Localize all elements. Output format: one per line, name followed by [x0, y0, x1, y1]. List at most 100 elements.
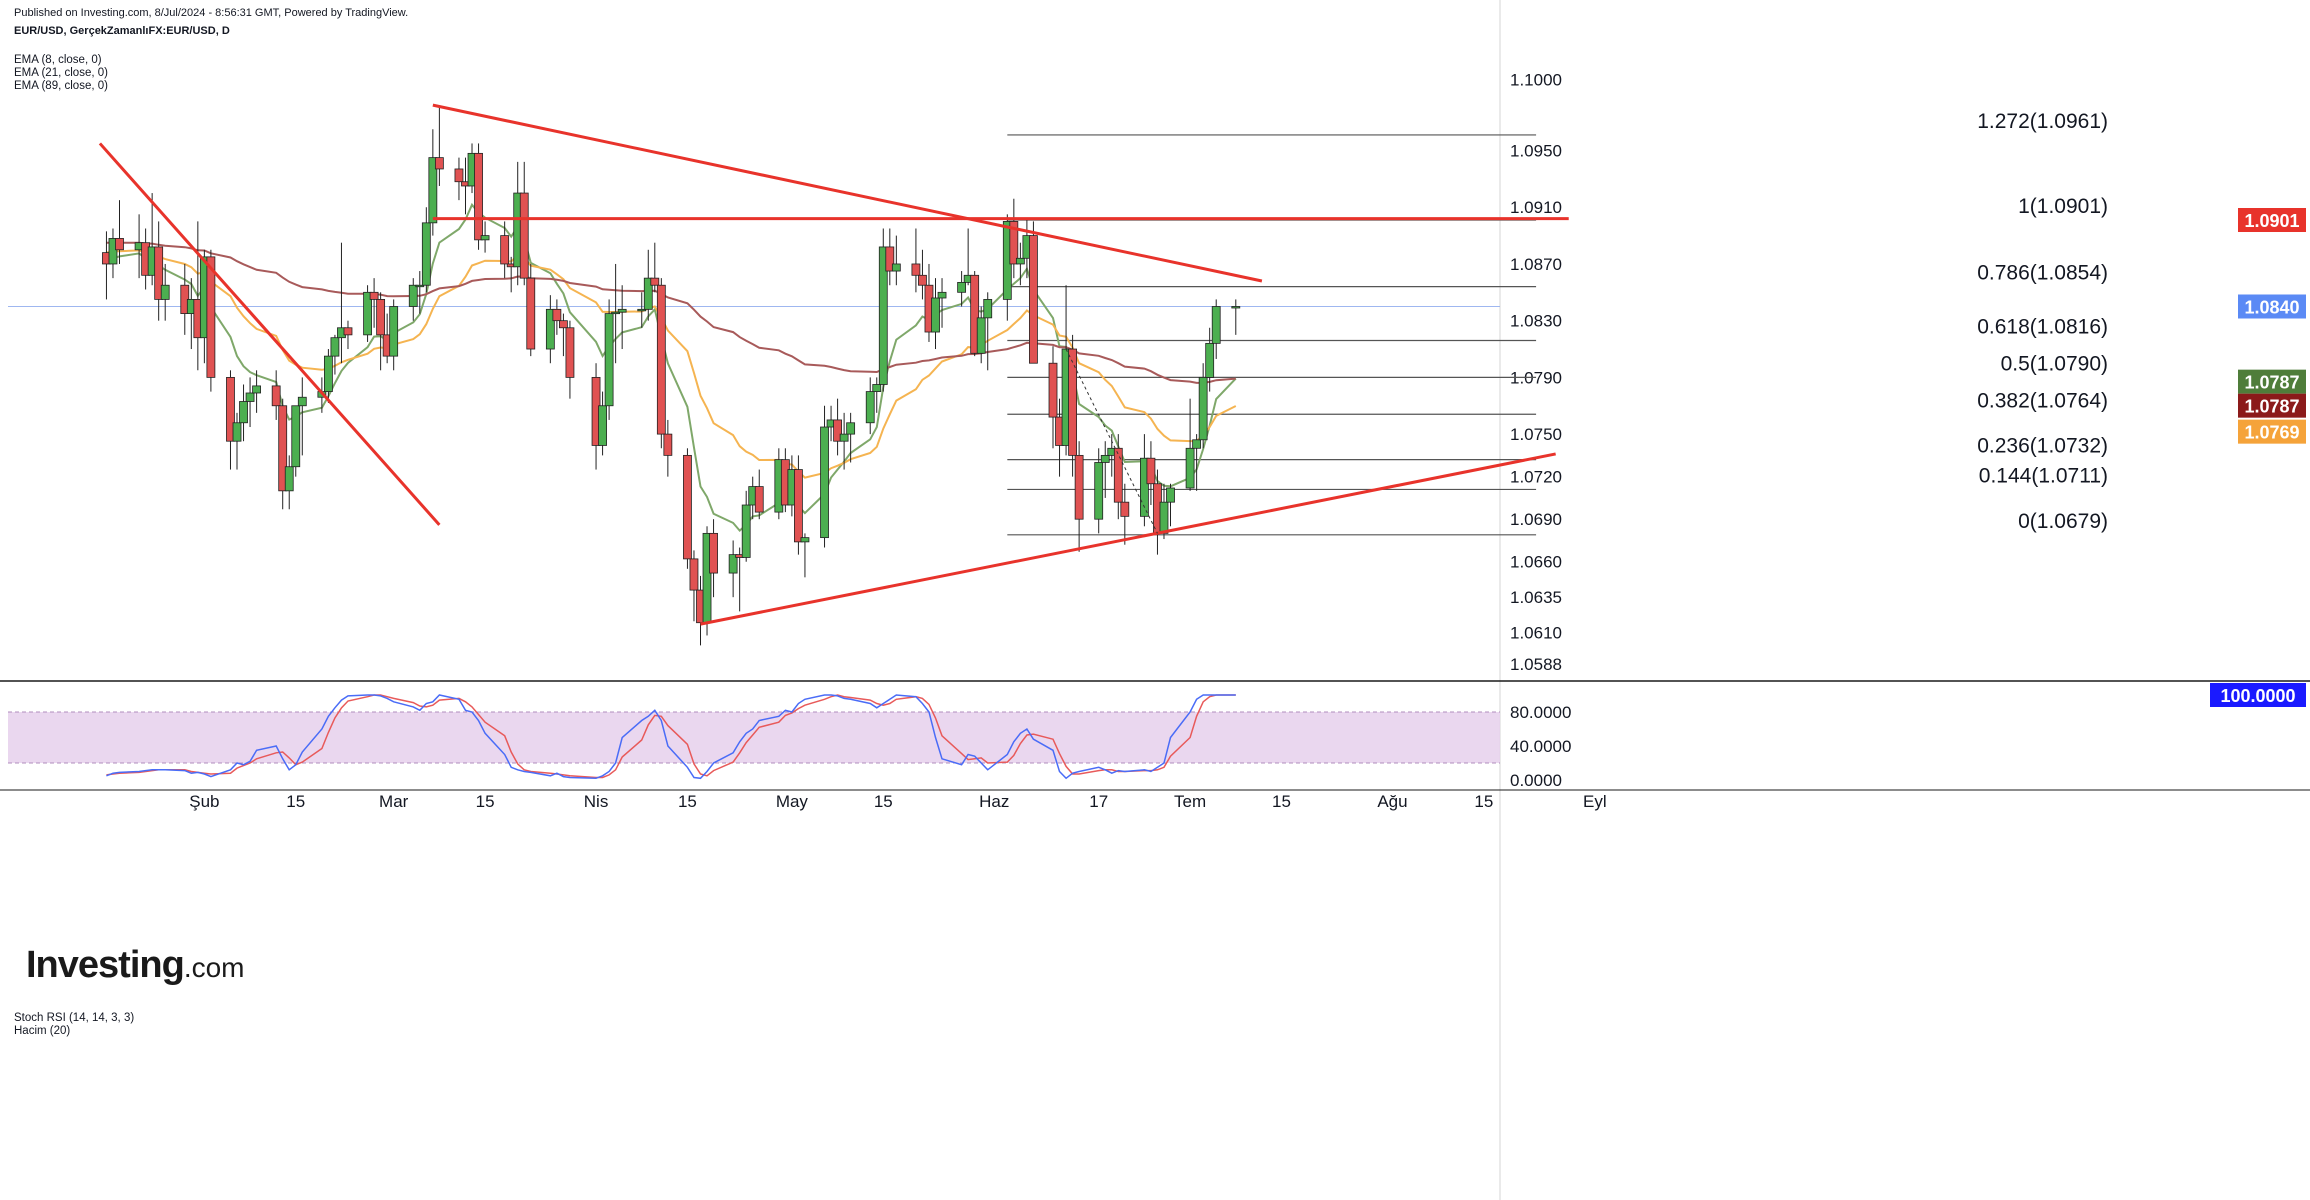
candle-body — [545, 308, 555, 350]
candle-body — [820, 426, 829, 539]
stoch-current-tag — [2210, 683, 2306, 707]
candle-body — [284, 466, 294, 492]
candle-body — [604, 313, 614, 407]
x-tick-label: Haz — [979, 792, 1009, 811]
candle-body — [957, 281, 967, 293]
x-tick-label: Tem — [1174, 792, 1206, 811]
stoch-legend: Stoch RSI (14, 14, 3, 3) Hacim (20) — [14, 1012, 134, 1038]
candle-body — [389, 306, 399, 357]
candle-body — [565, 327, 575, 378]
stoch-current-text: 100.0000 — [2220, 686, 2295, 706]
logo-text-suffix: .com — [183, 952, 245, 983]
candle-body — [709, 532, 718, 574]
fib-level-label: 0.618(1.0816) — [1977, 316, 2108, 339]
x-tick-label: Ağu — [1377, 792, 1407, 811]
candle-body — [1094, 462, 1104, 520]
candle-body — [839, 433, 849, 442]
trendline-ascending-support — [700, 452, 1556, 626]
candle-body — [154, 246, 164, 300]
candle-body — [206, 256, 216, 378]
fib-level-label: 0.5(1.0790) — [2001, 352, 2108, 375]
candle-body — [683, 454, 692, 560]
candle-body — [552, 308, 562, 322]
candle-body — [650, 277, 660, 286]
y-tick-label: 1.0870 — [1510, 255, 1562, 274]
y-tick-label: 1.0660 — [1510, 553, 1562, 572]
candle-body — [1192, 439, 1202, 449]
stoch-d-line — [106, 694, 1236, 779]
logo-text-main: Investing — [26, 944, 185, 986]
candle-body — [656, 284, 666, 435]
candle-body — [918, 274, 927, 286]
candle-body — [1198, 376, 1208, 441]
price-tag — [2238, 419, 2306, 444]
x-tick-label: Mar — [379, 792, 409, 811]
candle-body — [1048, 362, 1058, 418]
price-tag — [2238, 393, 2306, 418]
y-tick-label: 1.0610 — [1510, 624, 1562, 643]
candle-body — [291, 405, 301, 468]
x-tick-label: 15 — [476, 792, 495, 811]
candle-body — [1015, 257, 1025, 265]
x-tick-label: 15 — [1474, 792, 1493, 811]
candle-body — [872, 384, 882, 392]
fib-level-label: 0.144(1.0711) — [1979, 464, 2108, 487]
candle-body — [323, 355, 333, 392]
price-tag — [2238, 294, 2306, 319]
price-tag-text: 1.0901 — [2244, 211, 2299, 231]
candle-body — [108, 238, 118, 265]
price-tag — [2238, 208, 2306, 233]
x-tick-label: Şub — [189, 792, 219, 811]
candle-body — [800, 537, 810, 543]
y-tick-label: 1.0720 — [1510, 468, 1562, 487]
price-tag-text: 1.0787 — [2244, 397, 2299, 417]
candle-body — [846, 422, 856, 435]
investing-logo: Investing.com — [26, 944, 245, 987]
ema-line — [106, 241, 1236, 384]
price-tag-text: 1.0769 — [2244, 423, 2299, 443]
candle-body — [428, 157, 438, 224]
candle-body — [232, 422, 242, 442]
candle-body — [617, 308, 627, 313]
y-tick-label: 1.0830 — [1510, 312, 1562, 331]
stoch-tick-label: 80.0000 — [1510, 703, 1571, 722]
x-tick-label: 17 — [1089, 792, 1108, 811]
trendline-descending-resistance — [432, 103, 1263, 283]
fib-level-label: 1(1.0901) — [2018, 195, 2108, 218]
candle-body — [1100, 454, 1110, 463]
candle-body — [1211, 306, 1221, 344]
candle-body — [330, 337, 340, 357]
ema21-label: EMA (21, close, 0) — [14, 67, 108, 79]
fib-level-label: 0.786(1.0854) — [1977, 262, 2108, 285]
candle-body — [689, 558, 699, 591]
ema-legend: EMA (8, close, 0) EMA (21, close, 0) EMA… — [14, 54, 108, 93]
candle-body — [480, 235, 490, 241]
candle-body — [911, 263, 921, 276]
x-tick-label: May — [776, 792, 809, 811]
candle-body — [1166, 487, 1175, 503]
candle-body — [343, 327, 353, 336]
candle-body — [754, 486, 764, 513]
stoch-tick-label: 0.0000 — [1510, 771, 1562, 790]
candle-body — [245, 392, 255, 402]
x-tick-label: Nis — [584, 792, 609, 811]
candle-body — [637, 308, 647, 312]
y-tick-label: 1.0635 — [1510, 588, 1562, 607]
candle-body — [1009, 221, 1019, 265]
candle-body — [363, 291, 372, 336]
candle-body — [865, 391, 875, 424]
candle-body — [728, 554, 738, 574]
price-tag — [2238, 369, 2306, 394]
price-tag-text: 1.0840 — [2244, 297, 2299, 317]
candle-body — [160, 284, 170, 300]
candle-body — [271, 385, 281, 407]
trendline-early-downtrend — [98, 142, 441, 526]
candle-body — [226, 376, 235, 442]
y-tick-label: 1.0690 — [1510, 510, 1562, 529]
y-tick-label: 1.1000 — [1510, 71, 1562, 90]
fib-level-label: 0.236(1.0732) — [1977, 435, 2108, 458]
candle-body — [983, 299, 993, 319]
candle-body — [794, 469, 803, 543]
candle-body — [1185, 447, 1195, 489]
